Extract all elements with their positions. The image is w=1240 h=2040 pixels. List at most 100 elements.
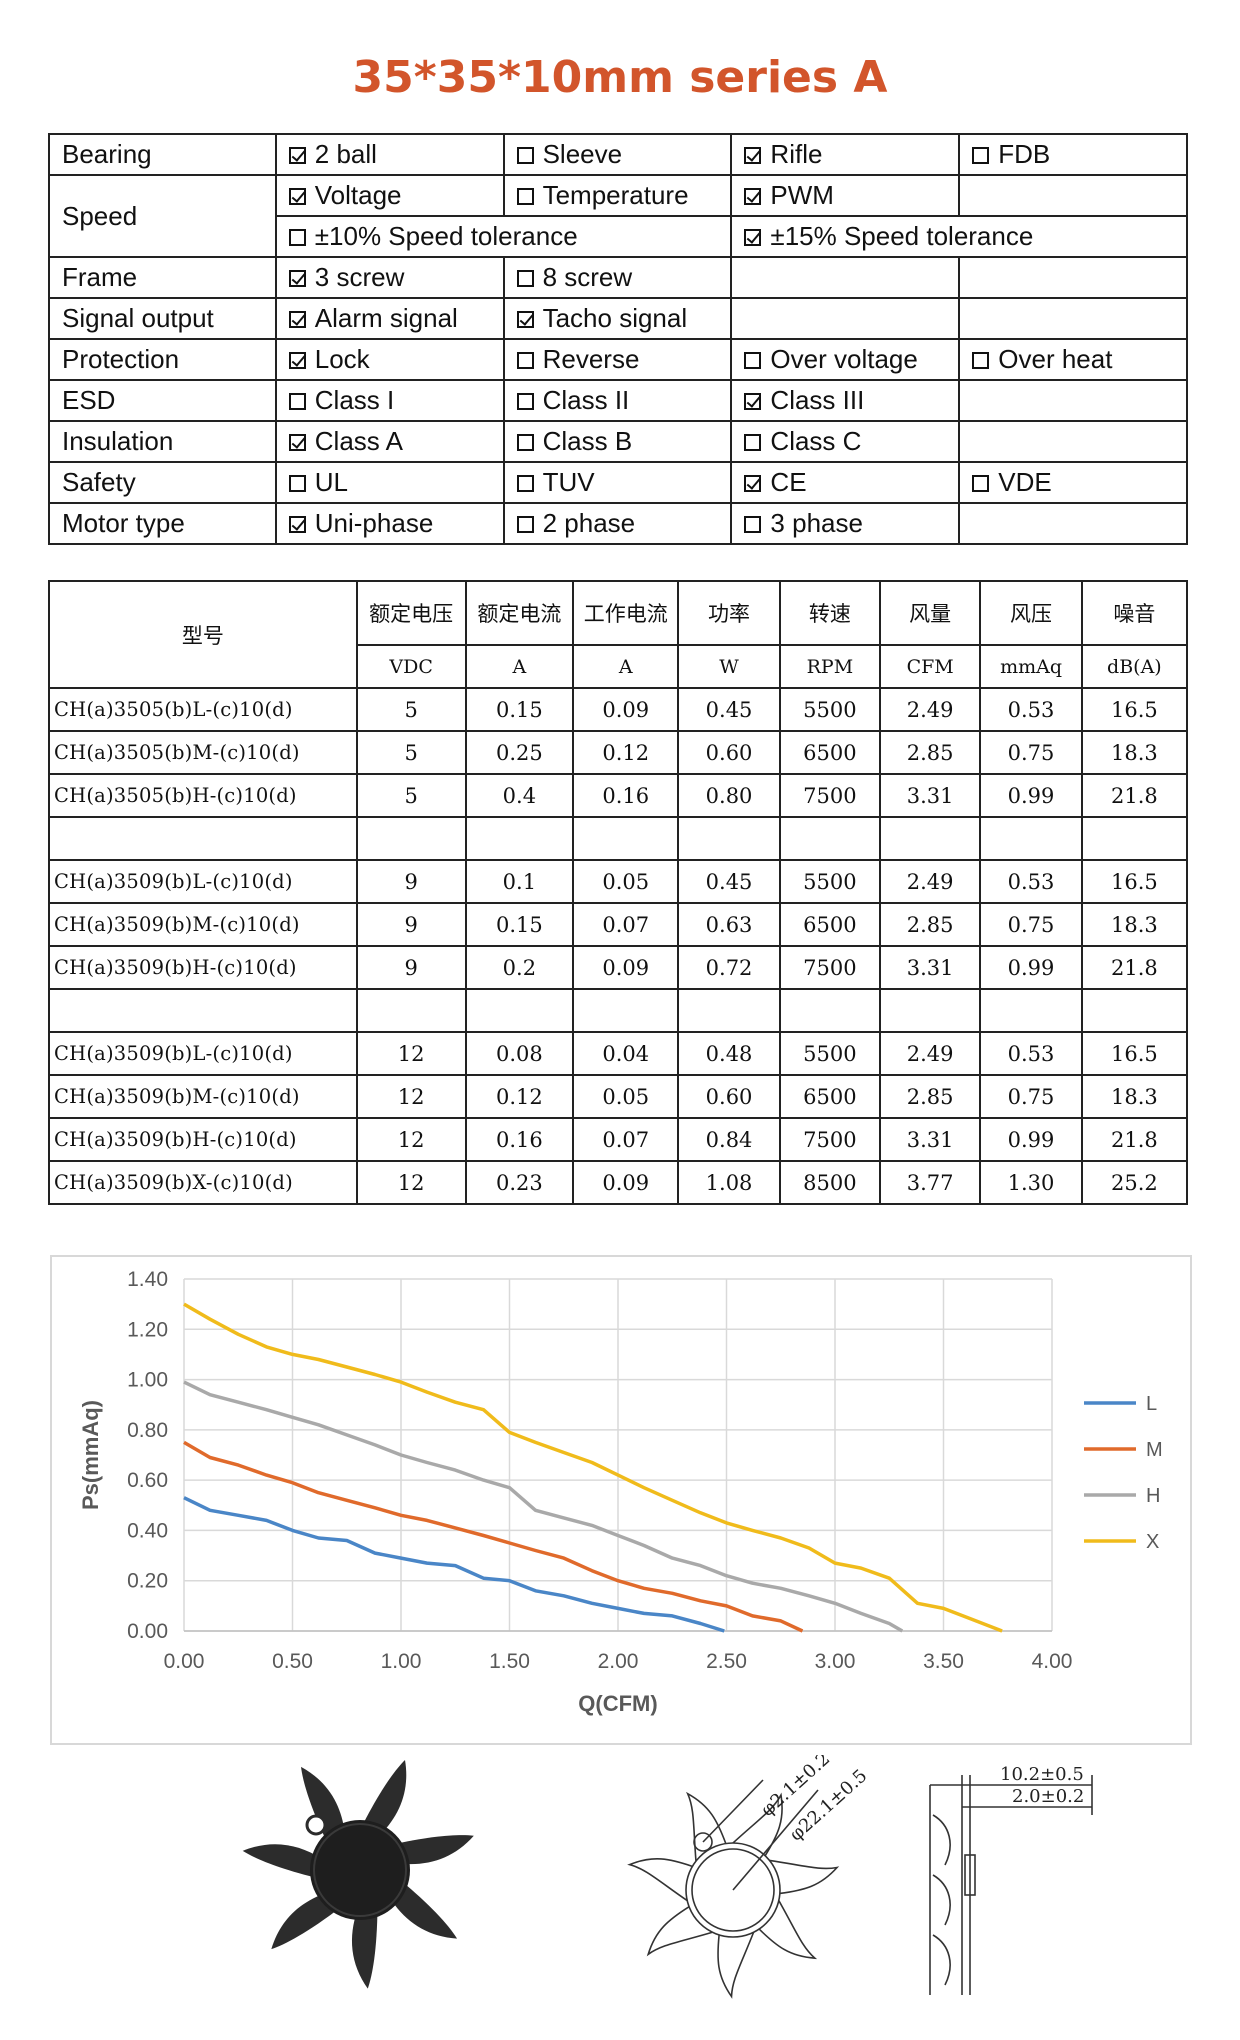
option-label: Uni-phase — [314, 508, 434, 538]
header-cell: 风压 — [979, 580, 1083, 646]
model-cell: CH(a)3509(b)M-(c)10(d) — [48, 902, 358, 947]
option-label: TUV — [542, 467, 595, 497]
option-label: Class II — [542, 385, 630, 415]
value-cell: 5500 — [778, 687, 882, 732]
header-cell: 转速 — [778, 580, 882, 646]
value-cell: 5 — [355, 730, 467, 775]
option-cell: Class I — [274, 379, 505, 422]
value-cell: 2.85 — [879, 1074, 982, 1119]
option-cell: ±15% Speed tolerance — [730, 215, 1188, 258]
checkbox-unchecked-icon — [744, 516, 762, 533]
value-cell: 8500 — [778, 1160, 882, 1205]
value-cell: 0.12 — [464, 1074, 575, 1119]
checkbox-unchecked-icon — [288, 393, 306, 410]
empty-cell — [48, 816, 358, 861]
value-cell: 3.31 — [879, 1117, 982, 1162]
option-cell: 2 ball — [274, 133, 505, 176]
perf-units-row: VDC A A W RPM CFM mmAq dB(A) — [49, 644, 1189, 689]
fan-drawings: φ2.1±0.2 φ22.1±0.5 10.2±0.5 2.0±0.2 — [242, 1755, 1093, 1999]
value-cell: 6500 — [778, 902, 882, 947]
checkbox-unchecked-icon — [516, 147, 534, 164]
option-cell: 3 screw — [274, 256, 505, 299]
value-cell: 0.15 — [464, 687, 575, 732]
value-cell: 0.45 — [677, 687, 781, 732]
option-cell: VDE — [958, 461, 1188, 504]
value-cell: 0.07 — [572, 902, 680, 947]
checkbox-unchecked-icon — [516, 393, 534, 410]
value-cell: 18.3 — [1080, 730, 1189, 775]
model-cell: CH(a)3509(b)M-(c)10(d) — [48, 1074, 358, 1119]
spec-row-bearing: Bearing 2 ball Sleeve Rifle FDB — [48, 133, 1188, 176]
y-tick-label: 1.00 — [127, 1369, 168, 1392]
spacer-row — [48, 988, 1189, 1033]
empty-cell — [958, 174, 1188, 217]
value-cell: 5500 — [778, 1031, 882, 1076]
option-cell: Class C — [730, 420, 961, 463]
x-tick-label: 3.00 — [815, 1650, 856, 1673]
option-cell: Tacho signal — [502, 297, 733, 340]
value-cell: 0.84 — [677, 1117, 781, 1162]
value-cell: 2.85 — [879, 902, 982, 947]
option-label: CE — [770, 467, 807, 497]
checkbox-checked-icon — [288, 270, 306, 287]
x-tick-label: 0.00 — [164, 1650, 205, 1673]
fan-front-drawing — [627, 1779, 840, 1999]
unit-cell: RPM — [778, 644, 882, 689]
value-cell: 21.8 — [1080, 773, 1189, 818]
checkbox-unchecked-icon — [516, 516, 534, 533]
header-cell: 功率 — [677, 580, 781, 646]
value-cell: 0.23 — [464, 1160, 575, 1205]
option-label: ±15% Speed tolerance — [770, 221, 1034, 251]
x-tick-label: 2.50 — [706, 1650, 747, 1673]
legend-label-X: X — [1146, 1531, 1159, 1553]
option-label: VDE — [998, 467, 1052, 497]
dim-offset: 2.0±0.2 — [1012, 1786, 1084, 1807]
value-cell: 0.80 — [677, 773, 781, 818]
empty-cell — [879, 988, 982, 1033]
unit-cell: VDC — [355, 644, 467, 689]
option-label: Lock — [314, 344, 370, 374]
fan-photo — [242, 1760, 474, 1989]
value-cell: 0.60 — [677, 1074, 781, 1119]
option-label: UL — [314, 467, 349, 497]
checkbox-unchecked-icon — [972, 147, 990, 164]
value-cell: 5 — [355, 687, 467, 732]
value-cell: 0.07 — [572, 1117, 680, 1162]
value-cell: 25.2 — [1080, 1160, 1189, 1205]
option-label: Class C — [770, 426, 862, 456]
x-tick-label: 2.00 — [598, 1650, 639, 1673]
checkbox-unchecked-icon — [288, 475, 306, 492]
empty-cell — [572, 988, 680, 1033]
empty-cell — [1080, 816, 1189, 861]
checkbox-unchecked-icon — [516, 188, 534, 205]
fan-side-drawing — [929, 1775, 1093, 1995]
value-cell: 0.75 — [979, 902, 1083, 947]
option-cell: Reverse — [502, 338, 733, 381]
table-row: CH(a)3509(b)H-(c)10(d) 12 0.16 0.07 0.84 7500… — [48, 1117, 1189, 1162]
option-cell: 3 phase — [730, 502, 961, 545]
option-cell: Class III — [730, 379, 961, 422]
option-label: Class B — [542, 426, 633, 456]
unit-cell: mmAq — [979, 644, 1083, 689]
value-cell: 0.60 — [677, 730, 781, 775]
option-cell: Over heat — [958, 338, 1188, 381]
checkbox-checked-icon — [744, 393, 762, 410]
option-label: Reverse — [542, 344, 640, 374]
table-row: CH(a)3505(b)M-(c)10(d) 5 0.25 0.12 0.60 6500 2… — [48, 730, 1189, 775]
checkbox-unchecked-icon — [744, 352, 762, 369]
empty-cell — [958, 420, 1188, 463]
option-cell: Voltage — [274, 174, 505, 217]
checkbox-checked-icon — [288, 516, 306, 533]
option-cell: UL — [274, 461, 505, 504]
value-cell: 16.5 — [1080, 1031, 1189, 1076]
option-cell: FDB — [958, 133, 1188, 176]
option-label: Class I — [314, 385, 395, 415]
model-cell: CH(a)3509(b)H-(c)10(d) — [48, 945, 358, 990]
option-cell: Sleeve — [502, 133, 733, 176]
value-cell: 5 — [355, 773, 467, 818]
spec-row-speed-tolerance: ±10% Speed tolerance ±15% Speed tolerance — [49, 215, 1188, 258]
option-label: 2 ball — [314, 139, 377, 169]
value-cell: 6500 — [778, 1074, 882, 1119]
option-label: Class A — [314, 426, 403, 456]
option-cell: Over voltage — [730, 338, 961, 381]
